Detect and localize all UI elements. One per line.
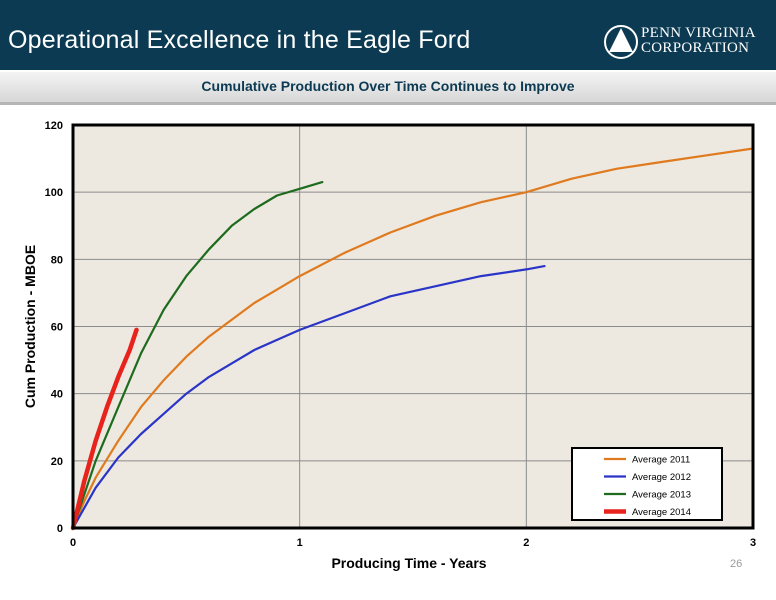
company-logo: PENN VIRGINIA CORPORATION bbox=[604, 24, 776, 64]
series-line-3 bbox=[71, 181, 324, 530]
y-tick-label: 20 bbox=[51, 456, 63, 468]
logo-text: PENN VIRGINIA CORPORATION bbox=[641, 26, 756, 56]
y-tick-label: 120 bbox=[45, 120, 63, 132]
production-chart: 0 20 40 60 80 100 120 0 1 2 3 Producing Time - Year… bbox=[22, 120, 756, 571]
slide-header: Operational Excellence in the Eagle Ford… bbox=[0, 0, 776, 70]
y-tick-label: 80 bbox=[51, 254, 63, 266]
legend-label-4: Average 2014 bbox=[632, 507, 691, 518]
slide-subtitle: Cumulative Production Over Time Continue… bbox=[201, 78, 575, 94]
series-line-1 bbox=[71, 147, 755, 530]
series-line-4 bbox=[70, 327, 139, 531]
slide-title: Operational Excellence in the Eagle Ford bbox=[8, 26, 471, 54]
x-tick-label: 1 bbox=[297, 537, 303, 549]
y-axis-label: Cum Production - MBOE bbox=[22, 245, 38, 408]
x-tick-label: 3 bbox=[750, 537, 756, 549]
logo-line-1: PENN VIRGINIA bbox=[641, 25, 756, 41]
subtitle-bar: Cumulative Production Over Time Continue… bbox=[0, 72, 776, 105]
triangle-logo-icon bbox=[604, 25, 638, 59]
y-tick-label: 40 bbox=[51, 389, 63, 401]
x-tick-label: 0 bbox=[70, 537, 76, 549]
logo-line-2: CORPORATION bbox=[641, 40, 750, 56]
y-tick-label: 100 bbox=[45, 187, 63, 199]
y-tick-label: 0 bbox=[57, 523, 63, 535]
legend-label-2: Average 2012 bbox=[632, 472, 691, 483]
series-line-2 bbox=[71, 265, 546, 530]
page-number: 26 bbox=[730, 558, 743, 570]
y-tick-label: 60 bbox=[51, 322, 63, 334]
legend-label-1: Average 2011 bbox=[632, 455, 690, 466]
plot-border bbox=[71, 123, 755, 530]
legend-label-3: Average 2013 bbox=[632, 490, 691, 501]
x-tick-label: 2 bbox=[523, 537, 529, 549]
x-axis-label: Producing Time - Years bbox=[331, 555, 486, 571]
legend-box bbox=[571, 447, 723, 521]
